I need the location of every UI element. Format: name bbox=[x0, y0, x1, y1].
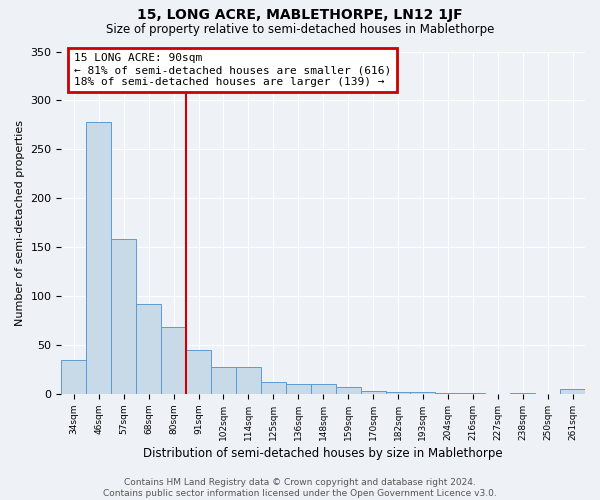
Bar bbox=[211, 366, 236, 394]
Bar bbox=[560, 389, 585, 394]
Text: Size of property relative to semi-detached houses in Mablethorpe: Size of property relative to semi-detach… bbox=[106, 22, 494, 36]
Bar bbox=[335, 387, 361, 394]
Bar bbox=[436, 393, 460, 394]
Bar bbox=[410, 392, 436, 394]
Bar bbox=[236, 366, 261, 394]
Bar bbox=[111, 240, 136, 394]
Bar bbox=[61, 360, 86, 394]
Bar bbox=[361, 391, 386, 394]
Text: 15, LONG ACRE, MABLETHORPE, LN12 1JF: 15, LONG ACRE, MABLETHORPE, LN12 1JF bbox=[137, 8, 463, 22]
Bar bbox=[136, 304, 161, 394]
Bar bbox=[286, 384, 311, 394]
Bar bbox=[510, 393, 535, 394]
Y-axis label: Number of semi-detached properties: Number of semi-detached properties bbox=[15, 120, 25, 326]
X-axis label: Distribution of semi-detached houses by size in Mablethorpe: Distribution of semi-detached houses by … bbox=[143, 447, 503, 460]
Bar bbox=[386, 392, 410, 394]
Bar bbox=[311, 384, 335, 394]
Text: Contains HM Land Registry data © Crown copyright and database right 2024.
Contai: Contains HM Land Registry data © Crown c… bbox=[103, 478, 497, 498]
Bar bbox=[161, 328, 186, 394]
Bar bbox=[186, 350, 211, 394]
Bar bbox=[86, 122, 111, 394]
Bar bbox=[261, 382, 286, 394]
Text: 15 LONG ACRE: 90sqm
← 81% of semi-detached houses are smaller (616)
18% of semi-: 15 LONG ACRE: 90sqm ← 81% of semi-detach… bbox=[74, 54, 391, 86]
Bar bbox=[460, 393, 485, 394]
